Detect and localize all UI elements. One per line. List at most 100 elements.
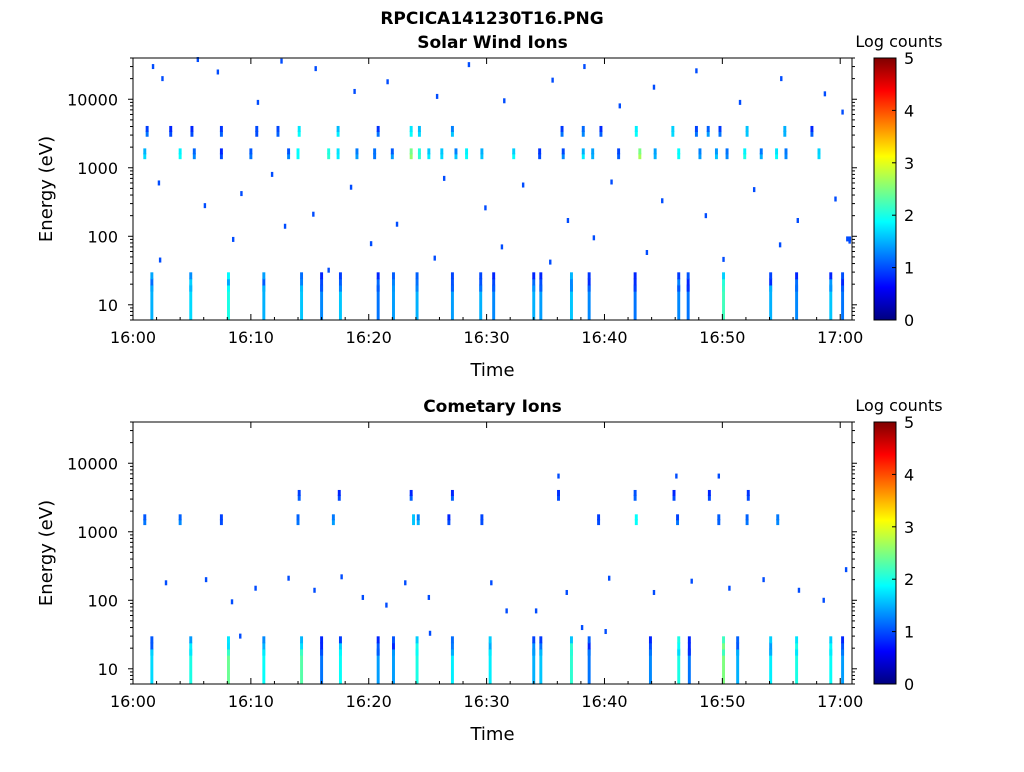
heatmap-cell: [320, 285, 324, 320]
heatmap-cell: [722, 636, 725, 644]
heatmap-cell: [262, 285, 266, 320]
heatmap-cell: [385, 602, 388, 608]
heatmap-cell: [694, 130, 698, 137]
heatmap-cell: [633, 284, 637, 292]
heatmap-cell: [532, 642, 536, 650]
heatmap-cell: [480, 514, 484, 521]
heatmap-cell: [841, 649, 845, 684]
heatmap-cell: [178, 519, 182, 526]
heatmap-cell: [192, 153, 196, 160]
heatmap-cell: [435, 93, 439, 99]
heatmap-cell: [722, 648, 725, 656]
heatmap-cell: [230, 599, 234, 605]
heatmap-cell: [587, 648, 591, 656]
heatmap-cell: [591, 153, 595, 160]
colorbar-label: Log counts: [855, 396, 942, 415]
heatmap-cell: [450, 272, 454, 280]
heatmap-cell: [178, 514, 182, 521]
heatmap-cell: [569, 648, 573, 656]
heatmap-cell: [488, 649, 492, 684]
heatmap-cell: [262, 278, 266, 286]
heatmap-cell: [427, 153, 431, 160]
heatmap-cell: [150, 642, 154, 650]
heatmap-cell: [634, 125, 638, 132]
heatmap-cell: [296, 519, 300, 526]
x-tick-label: 17:00: [817, 328, 863, 347]
heatmap-cell: [722, 284, 725, 292]
heatmap-cell: [698, 148, 702, 155]
heatmap-cell: [219, 148, 223, 155]
heatmap-cell: [633, 278, 637, 286]
heatmap-cell: [633, 272, 637, 280]
heatmap-cell: [769, 285, 773, 320]
heatmap-cell: [846, 236, 852, 242]
heatmap-cell: [633, 494, 637, 501]
heatmap-cell: [746, 489, 750, 496]
heatmap-cell: [706, 125, 710, 132]
heatmap-cell: [189, 278, 193, 286]
heatmap-cell: [300, 272, 304, 280]
heatmap-cell: [450, 278, 454, 286]
heatmap-cell: [795, 285, 799, 320]
x-tick-label: 16:40: [581, 328, 627, 347]
heatmap-cell: [638, 153, 642, 160]
heatmap-cell: [706, 130, 710, 137]
heatmap-cell: [587, 636, 591, 644]
plot-area: [133, 422, 852, 684]
x-axis-label: Time: [469, 360, 514, 381]
heatmap-cell: [409, 125, 413, 132]
heatmap-cell: [539, 285, 543, 320]
heatmap-cell: [695, 68, 698, 74]
heatmap-cell: [336, 125, 340, 132]
heatmap-cell: [769, 284, 773, 292]
heatmap-cell: [560, 130, 564, 137]
heatmap-cell: [829, 649, 833, 684]
heatmap-cell: [353, 88, 356, 94]
heatmap-cell: [645, 249, 649, 255]
heatmap-cell: [795, 272, 799, 280]
panel-title: Solar Wind Ions: [417, 33, 568, 53]
x-tick-label: 16:30: [464, 692, 510, 711]
heatmap-cell: [143, 153, 147, 160]
heatmap-cell: [327, 153, 331, 160]
heatmap-cell: [276, 125, 280, 132]
heatmap-cell: [551, 77, 554, 83]
heatmap-cell: [262, 642, 266, 650]
heatmap-cell: [677, 285, 681, 320]
heatmap-cell: [376, 648, 380, 656]
heatmap-cell: [158, 257, 162, 263]
heatmap-cell: [841, 285, 845, 320]
heatmap-cell: [604, 629, 607, 635]
colorbar-label: Log counts: [855, 32, 942, 51]
heatmap-cell: [745, 125, 749, 132]
heatmap-cell: [427, 148, 431, 155]
heatmap-cell: [736, 648, 740, 656]
heatmap-cell: [409, 130, 413, 137]
heatmap-cell: [677, 278, 681, 286]
heatmap-cell: [532, 278, 536, 286]
heatmap-cell: [320, 278, 324, 286]
heatmap-cell: [219, 153, 223, 160]
heatmap-cell: [340, 574, 343, 580]
heatmap-cell: [714, 153, 718, 160]
heatmap-cell: [634, 514, 638, 521]
heatmap-cell: [492, 272, 496, 280]
heatmap-cell: [492, 285, 496, 320]
data-cells: [143, 473, 848, 684]
heatmap-cell: [189, 285, 193, 320]
heatmap-cell: [415, 278, 419, 286]
heatmap-cell: [409, 489, 413, 496]
heatmap-cell: [599, 125, 603, 132]
heatmap-cell: [557, 494, 560, 501]
heatmap-cell: [465, 153, 469, 160]
heatmap-cell: [283, 223, 287, 229]
heatmap-cell: [150, 278, 154, 286]
heatmap-cell: [581, 130, 585, 137]
heatmap-cell: [829, 642, 833, 650]
heatmap-cell: [320, 648, 324, 656]
heatmap-cell: [296, 153, 300, 160]
heatmap-cell: [561, 153, 565, 160]
x-tick-label: 17:00: [817, 692, 863, 711]
heatmap-cell: [581, 153, 585, 160]
x-tick-label: 16:20: [346, 328, 392, 347]
